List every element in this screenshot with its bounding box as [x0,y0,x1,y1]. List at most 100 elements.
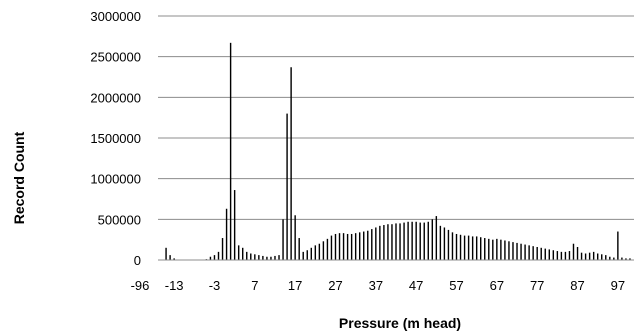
bar [209,256,212,260]
bar [395,223,397,260]
bar [302,251,304,260]
bar [250,253,252,260]
bar [229,42,232,261]
x-tick-label: 27 [328,278,342,293]
y-tick-label: 1500000 [90,131,141,146]
bar [173,258,175,260]
bar [617,231,619,260]
bar [350,233,353,260]
x-tick-label: 57 [449,278,463,293]
bar [310,247,312,260]
bar [568,251,571,260]
bar [459,234,462,260]
bar [213,255,216,260]
bar [601,254,603,260]
x-tick-label: 37 [369,278,383,293]
y-tick-label: 3000000 [90,9,141,24]
bar [274,255,276,260]
bar [294,215,296,260]
bar [242,247,244,260]
bar [580,252,583,260]
bar [346,233,349,260]
x-tick-label: 97 [611,278,625,293]
bar [508,241,510,260]
x-tick-label: 7 [251,278,258,293]
x-axis-title: Pressure (m head) [339,315,461,331]
bar [451,232,454,260]
bar [512,242,514,260]
bar [492,239,494,260]
bar [592,251,595,260]
bar [435,216,438,260]
bar [588,252,591,260]
bar [246,251,248,260]
bar [552,250,555,260]
bar [419,222,421,260]
y-tick-label: 1000000 [90,172,141,187]
bar [338,233,341,260]
bar [286,113,288,260]
bars [165,42,631,261]
bar [411,221,413,260]
bar [330,235,333,260]
bar [500,239,502,260]
bar [403,222,405,260]
bar [560,251,563,260]
bar [233,190,236,260]
bar [496,238,498,260]
bar [169,255,171,260]
y-tick-label: 500000 [98,212,141,227]
bar [298,238,300,260]
x-tick-label: 77 [530,278,544,293]
bar [354,233,357,260]
y-axis-title: Record Count [11,131,27,224]
x-tick-label: 17 [288,278,302,293]
bar [475,236,478,260]
bar [363,231,365,260]
bar [609,256,611,260]
bar [258,255,260,260]
bar [605,255,607,260]
bar [584,253,587,260]
bar [613,257,615,260]
bar [520,243,522,260]
bar [314,245,317,260]
bar [576,246,579,260]
bar [443,227,446,260]
bar [504,240,506,260]
bar [375,227,377,260]
bar [528,245,530,260]
bar [621,257,623,260]
bar [358,232,361,260]
bar [596,253,599,260]
bar [221,238,224,260]
bar [391,224,393,260]
x-tick-label: 67 [490,278,504,293]
bar [278,255,280,260]
bar [379,225,381,260]
x-tick-label: -13 [165,278,184,293]
bar [415,221,417,260]
y-axis-tick-labels: 0 500000 1000000 1500000 2000000 2500000 30000… [90,9,141,268]
bar [455,233,458,260]
bar [548,249,550,260]
bar [399,223,401,260]
bar [488,238,490,260]
y-tick-label: 2500000 [90,50,141,65]
bar [556,251,559,260]
bar [237,245,240,260]
bar [625,258,627,260]
bar [524,244,526,260]
bar [427,221,429,260]
y-tick-label: 0 [134,253,141,268]
bar [629,258,631,260]
bar [431,219,434,260]
bar [387,224,389,260]
x-tick-label: 47 [409,278,423,293]
bar [532,246,534,260]
bar [540,247,542,260]
bar [262,255,264,260]
bar [225,208,228,260]
bar [463,235,466,260]
bar [270,256,272,260]
